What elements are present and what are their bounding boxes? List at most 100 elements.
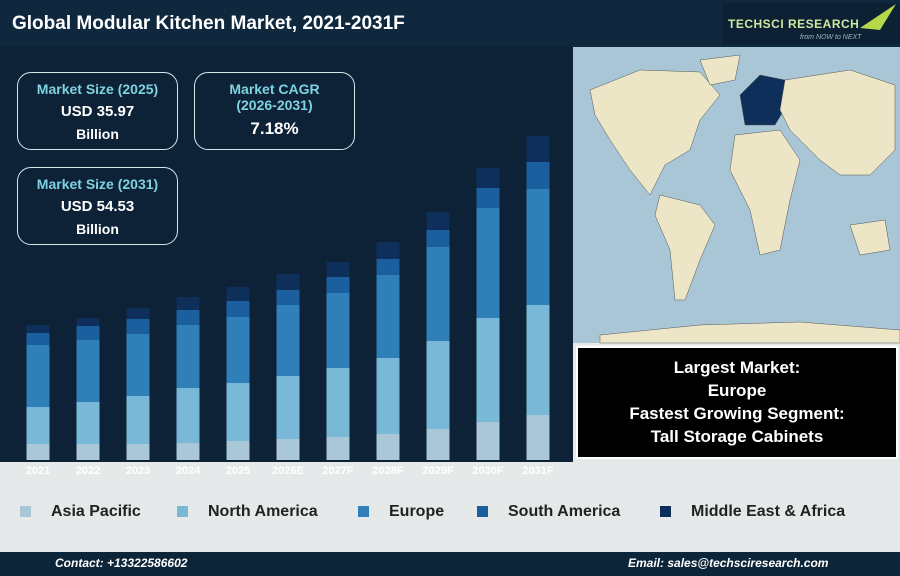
x-tick-label: 2021 — [26, 465, 50, 477]
bar-segment — [526, 415, 550, 460]
bar-segment — [526, 305, 550, 415]
bar-segment — [326, 262, 350, 277]
highlight-line: Europe — [707, 381, 767, 400]
highlight-line: Tall Storage Cabinets — [650, 427, 824, 446]
bar-segment — [526, 162, 550, 189]
bar-segment — [526, 189, 550, 305]
x-tick-label: 2024 — [176, 465, 201, 477]
legend-label: Middle East & Africa — [691, 503, 845, 520]
stat-box: Market Size (2031) USD 54.53 Billion — [17, 167, 178, 245]
footer-contact: Contact: +13322586602 — [55, 556, 188, 570]
stat-value: 7.18% — [250, 119, 299, 138]
bar-segment — [26, 325, 50, 333]
stat-unit: Billion — [76, 221, 119, 237]
stat-label: Market Size (2025) — [36, 81, 159, 97]
stat-label: Market CAGR (2026-2031) — [229, 81, 320, 113]
x-tick-label: 2029F — [422, 465, 453, 477]
bar-segment — [126, 334, 150, 396]
bar-segment — [176, 310, 200, 325]
bar-segment — [376, 242, 400, 259]
bar-segment — [476, 208, 500, 318]
bar-segment — [176, 297, 200, 310]
legend-swatch — [20, 506, 31, 517]
legend-label: South America — [508, 503, 620, 520]
bar-segment — [426, 247, 450, 341]
bar-segment — [376, 275, 400, 358]
legend-label: Europe — [389, 503, 444, 520]
x-tick-label: 2030F — [472, 465, 503, 477]
bar-segment — [476, 188, 500, 208]
greenland — [699, 54, 741, 86]
bar-segment — [226, 301, 250, 317]
highlights: Largest Market: Europe Fastest Growing S… — [576, 346, 898, 459]
highlight-line: Fastest Growing Segment: — [629, 404, 845, 423]
legend-swatch — [660, 506, 671, 517]
bar-segment — [126, 444, 150, 460]
bar-segment — [276, 290, 300, 305]
world-map — [573, 47, 900, 344]
stat-value: USD 35.97 — [60, 103, 135, 120]
bar-segment — [226, 287, 250, 301]
legend-swatch — [358, 506, 369, 517]
bar-segment — [176, 388, 200, 443]
x-tick-label: 2023 — [126, 465, 150, 477]
bar-segment — [476, 168, 500, 188]
x-tick-label: 2022 — [76, 465, 100, 477]
logo-mark — [860, 4, 896, 30]
australia — [849, 219, 891, 256]
bar-segment — [376, 358, 400, 434]
bar-segment — [76, 318, 100, 326]
logo-bg — [722, 3, 900, 44]
chart-title: Global Modular Kitchen Market, 2021-2031… — [12, 13, 405, 34]
antarctica — [599, 321, 900, 344]
logo-tagline: from NOW to NEXT — [800, 34, 862, 41]
stat-box: Market CAGR (2026-2031) 7.18% — [194, 72, 355, 150]
stat-label: Market Size (2031) — [36, 176, 159, 192]
north-america — [589, 69, 721, 196]
bar-segment — [76, 326, 100, 340]
x-tick-label: 2026E — [272, 465, 304, 477]
x-tick-label: 2028F — [372, 465, 403, 477]
bar-segment — [276, 376, 300, 439]
bar-segment — [276, 305, 300, 376]
bar-segment — [376, 434, 400, 460]
stat-box: Market Size (2025) USD 35.97 Billion — [17, 72, 178, 150]
bar-segment — [26, 444, 50, 460]
bar-segment — [426, 212, 450, 230]
bar-segment — [126, 396, 150, 444]
bar-segment — [426, 341, 450, 429]
x-tick-label: 2025 — [226, 465, 250, 477]
bar-segment — [76, 402, 100, 444]
bar-segment — [76, 340, 100, 402]
bar-segment — [226, 317, 250, 383]
bar-segment — [326, 277, 350, 293]
bar-segment — [276, 274, 300, 290]
bar-segment — [476, 422, 500, 460]
bar-segment — [126, 319, 150, 334]
africa — [729, 129, 801, 256]
bar-segment — [326, 368, 350, 437]
south-america — [654, 194, 716, 301]
logo-name: TECHSCI RESEARCH — [728, 17, 859, 31]
legend-label: North America — [208, 503, 318, 520]
x-tick-label: 2031F — [522, 465, 553, 477]
bar-segment — [176, 443, 200, 460]
bar-segment — [476, 318, 500, 422]
bar-segment — [426, 429, 450, 460]
bar-segment — [526, 136, 550, 162]
stat-value: USD 54.53 — [60, 198, 135, 215]
bar-segment — [326, 437, 350, 460]
legend-swatch — [477, 506, 488, 517]
asia — [779, 69, 896, 176]
bar-segment — [126, 308, 150, 319]
bar-segment — [426, 230, 450, 247]
x-tick-label: 2027F — [322, 465, 353, 477]
bar-segment — [26, 345, 50, 407]
stat-unit: Billion — [76, 126, 119, 142]
bar-segment — [226, 441, 250, 460]
bar-segment — [76, 444, 100, 460]
legend-label: Asia Pacific — [51, 503, 141, 520]
footer-email: Email: sales@techsciresearch.com — [628, 556, 829, 570]
